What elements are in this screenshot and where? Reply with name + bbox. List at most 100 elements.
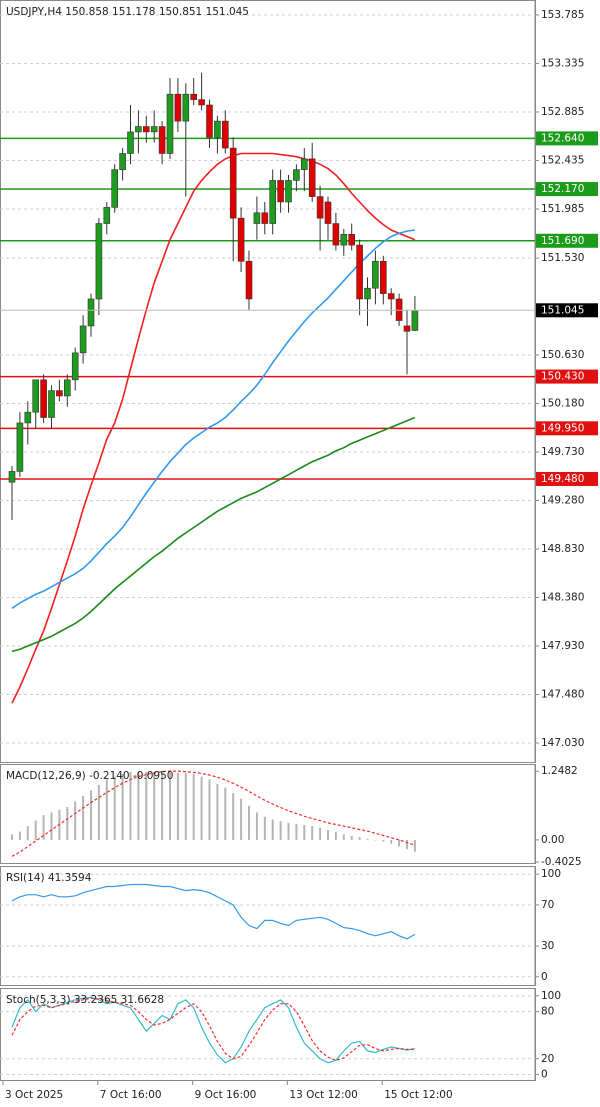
candle-body	[348, 234, 356, 246]
level-tag	[536, 421, 598, 436]
histogram-bar	[358, 837, 361, 840]
histogram-bar	[137, 771, 140, 840]
candle-body	[411, 309, 419, 331]
y-tick-label: 151.985	[541, 203, 584, 215]
candle-body	[364, 287, 371, 300]
candle-body	[300, 158, 308, 170]
current-price: 151.045	[541, 304, 584, 316]
histogram-bar	[153, 772, 156, 840]
level-label: 152.170	[541, 183, 584, 195]
candle-body	[135, 126, 142, 133]
histogram-bar	[287, 822, 290, 840]
candle-body	[79, 325, 87, 354]
candle-body	[237, 217, 245, 262]
histogram-bar	[192, 773, 195, 840]
y-tick-label: 147.480	[541, 689, 584, 701]
indicator-line	[11, 416, 416, 653]
histogram-bar	[121, 773, 124, 840]
candle-body	[111, 169, 118, 208]
histogram-bar	[382, 839, 385, 842]
candle-body	[95, 223, 103, 300]
y-tick-label: 30	[541, 940, 554, 952]
histogram-bar	[113, 776, 116, 840]
y-tick-label: 80	[541, 1006, 554, 1018]
histogram-bar	[169, 772, 171, 840]
y-tick-label: 0.00	[541, 834, 564, 846]
panel-title: Stoch(5,3,3) 33.2365 31.6628	[6, 994, 164, 1006]
level-tag	[536, 369, 598, 384]
x-tick-label: 7 Oct 16:00	[100, 1089, 162, 1101]
candle-body	[214, 120, 221, 138]
candle-body	[356, 244, 363, 300]
candle-body	[261, 212, 269, 224]
level-tag	[536, 131, 598, 146]
candle-body	[269, 180, 277, 224]
candle-body	[403, 325, 411, 332]
histogram-bar	[66, 806, 69, 840]
y-tick-label: -0.4025	[541, 856, 582, 868]
y-tick-label: 148.380	[541, 592, 584, 604]
candle-body	[64, 379, 71, 397]
y-tick-label: 100	[541, 868, 561, 880]
histogram-bar	[303, 825, 306, 840]
histogram-bar	[176, 772, 179, 840]
y-tick-label: 1.2482	[541, 765, 578, 777]
candle-body	[206, 104, 213, 138]
y-tick-label: 147.030	[541, 737, 584, 749]
indicator-line	[11, 997, 415, 1061]
y-tick-label: 0	[541, 971, 548, 983]
histogram-bar	[374, 839, 377, 841]
histogram-bar	[208, 779, 211, 840]
histogram-bar	[311, 826, 314, 840]
level-label: 151.690	[541, 235, 584, 247]
histogram-bar	[248, 805, 250, 840]
histogram-bar	[279, 821, 282, 840]
histogram-bar	[50, 812, 53, 840]
panel-title: MACD(12,26,9) -0.2140 -0.0950	[6, 770, 173, 782]
price-tag	[536, 303, 598, 318]
x-tick-label: 13 Oct 12:00	[289, 1089, 357, 1101]
histogram-bar	[74, 801, 77, 840]
candle-body	[87, 298, 95, 327]
candle-body	[48, 390, 55, 418]
histogram-bar	[26, 826, 29, 840]
histogram-bar	[263, 816, 266, 840]
level-tag	[536, 182, 598, 197]
indicator-line	[11, 883, 416, 940]
histogram-bar	[11, 834, 13, 840]
candle-body	[277, 180, 284, 203]
x-tick-label: 3 Oct 2025	[5, 1089, 63, 1101]
histogram-bar	[366, 838, 369, 840]
panel-title: USDJPY,H4 150.858 151.178 150.851 151.04…	[6, 6, 249, 18]
candle-body	[198, 99, 205, 106]
candle-body	[379, 260, 387, 294]
level-label: 150.430	[541, 371, 584, 383]
candle-body	[293, 169, 300, 181]
y-tick-label: 20	[541, 1053, 554, 1065]
y-tick-label: 148.830	[541, 543, 584, 555]
candle-body	[387, 293, 395, 300]
candle-body	[229, 147, 237, 219]
histogram-bar	[90, 790, 92, 840]
y-tick-label: 153.785	[541, 9, 584, 21]
level-tag	[536, 471, 598, 486]
y-tick-label: 150.630	[541, 349, 584, 361]
histogram-bar	[240, 798, 243, 840]
y-tick-label: 147.930	[541, 640, 584, 652]
histogram-bar	[129, 772, 132, 840]
indicator-line	[11, 996, 416, 1064]
candle-body	[253, 212, 261, 224]
candle-body	[222, 120, 229, 149]
histogram-bar	[390, 839, 393, 844]
level-label: 149.950	[541, 422, 584, 434]
histogram-bar	[161, 772, 164, 840]
candle-body	[127, 131, 134, 154]
candle-body	[285, 180, 292, 203]
y-tick-label: 0	[541, 1068, 548, 1080]
candle-body	[16, 422, 24, 472]
histogram-bar	[295, 823, 298, 840]
candle-body	[245, 260, 253, 300]
histogram-bar	[42, 815, 45, 840]
